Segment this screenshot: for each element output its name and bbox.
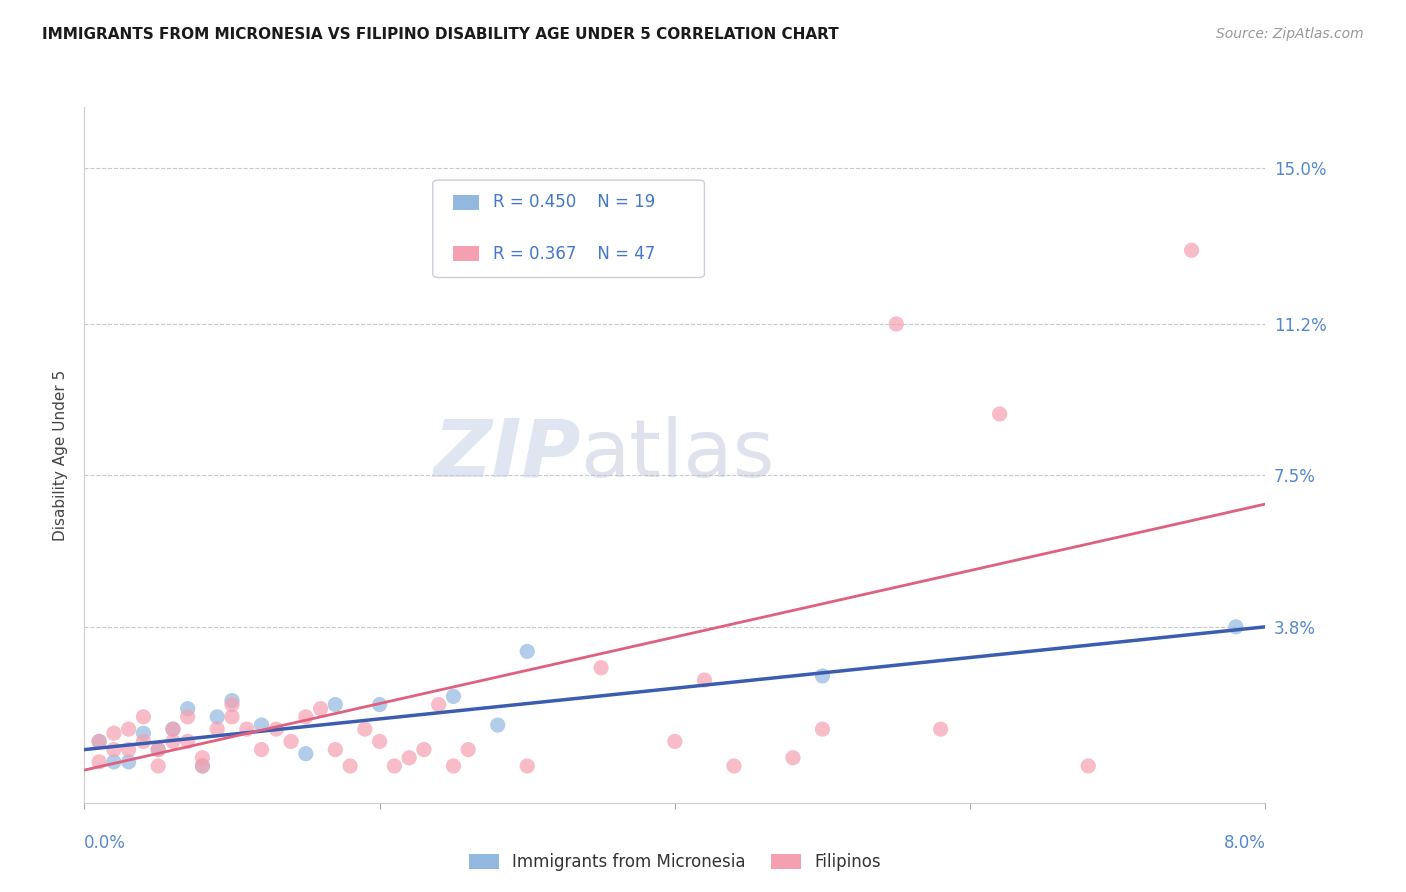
Point: [413, 742, 436, 756]
Point: [382, 759, 406, 773]
Point: [236, 722, 259, 736]
Text: 0.0%: 0.0%: [84, 834, 127, 852]
Point: [132, 710, 155, 724]
Text: Source: ZipAtlas.com: Source: ZipAtlas.com: [1216, 27, 1364, 41]
Point: [368, 734, 391, 748]
Point: [295, 747, 318, 761]
Point: [427, 698, 450, 712]
Point: [148, 742, 170, 756]
Point: [1181, 244, 1204, 258]
Point: [264, 722, 288, 736]
Point: [132, 734, 155, 748]
Point: [221, 693, 243, 707]
Point: [89, 734, 111, 748]
Point: [205, 710, 228, 724]
Point: [368, 698, 391, 712]
Point: [516, 644, 538, 658]
Point: [191, 759, 214, 773]
Point: [811, 669, 834, 683]
Point: [148, 742, 170, 756]
Point: [250, 718, 273, 732]
Text: 8.0%: 8.0%: [1223, 834, 1265, 852]
FancyBboxPatch shape: [453, 194, 479, 210]
Point: [103, 755, 125, 769]
Text: R = 0.450    N = 19: R = 0.450 N = 19: [494, 194, 655, 211]
Point: [177, 701, 200, 715]
Point: [929, 722, 952, 736]
Point: [118, 742, 141, 756]
Point: [323, 698, 347, 712]
Point: [591, 661, 613, 675]
Point: [1225, 620, 1247, 634]
Text: R = 0.367    N = 47: R = 0.367 N = 47: [494, 244, 655, 263]
Point: [162, 722, 184, 736]
Point: [309, 701, 332, 715]
Point: [486, 718, 509, 732]
Point: [886, 317, 908, 331]
Point: [118, 722, 141, 736]
Point: [782, 751, 804, 765]
Text: IMMIGRANTS FROM MICRONESIA VS FILIPINO DISABILITY AGE UNDER 5 CORRELATION CHART: IMMIGRANTS FROM MICRONESIA VS FILIPINO D…: [42, 27, 839, 42]
Point: [221, 710, 243, 724]
Point: [148, 759, 170, 773]
Point: [811, 722, 834, 736]
Point: [988, 407, 1011, 421]
Point: [177, 710, 200, 724]
Point: [457, 742, 479, 756]
Point: [354, 722, 377, 736]
Point: [221, 698, 243, 712]
FancyBboxPatch shape: [453, 246, 479, 261]
Point: [295, 710, 318, 724]
Point: [162, 722, 184, 736]
Point: [177, 734, 200, 748]
Point: [339, 759, 361, 773]
Point: [250, 742, 273, 756]
Point: [516, 759, 538, 773]
Legend: Immigrants from Micronesia, Filipinos: Immigrants from Micronesia, Filipinos: [463, 847, 887, 878]
Point: [443, 759, 465, 773]
Point: [103, 726, 125, 740]
Point: [398, 751, 420, 765]
Point: [323, 742, 347, 756]
FancyBboxPatch shape: [433, 180, 704, 277]
Y-axis label: Disability Age Under 5: Disability Age Under 5: [53, 369, 69, 541]
Point: [191, 759, 214, 773]
Point: [723, 759, 745, 773]
Point: [280, 734, 302, 748]
Point: [132, 726, 155, 740]
Point: [693, 673, 716, 687]
Point: [118, 755, 141, 769]
Point: [89, 755, 111, 769]
Text: ZIP: ZIP: [433, 416, 581, 494]
Point: [89, 734, 111, 748]
Point: [664, 734, 686, 748]
Point: [1077, 759, 1099, 773]
Text: atlas: atlas: [581, 416, 775, 494]
Point: [103, 742, 125, 756]
Point: [205, 722, 228, 736]
Point: [191, 751, 214, 765]
Point: [162, 734, 184, 748]
Point: [443, 690, 465, 704]
